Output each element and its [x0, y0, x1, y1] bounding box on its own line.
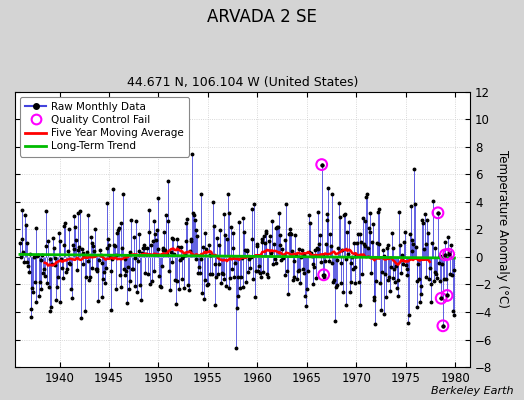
Point — [444, 251, 453, 257]
Y-axis label: Temperature Anomaly (°C): Temperature Anomaly (°C) — [496, 150, 509, 308]
Point — [434, 210, 442, 216]
Point — [439, 323, 447, 329]
Title: 44.671 N, 106.104 W (United States): 44.671 N, 106.104 W (United States) — [127, 76, 358, 89]
Point — [441, 252, 450, 258]
Point — [318, 161, 326, 168]
Legend: Raw Monthly Data, Quality Control Fail, Five Year Moving Average, Long-Term Tren: Raw Monthly Data, Quality Control Fail, … — [20, 97, 189, 156]
Text: Berkeley Earth: Berkeley Earth — [431, 386, 514, 396]
Text: ARVADA 2 SE: ARVADA 2 SE — [207, 8, 317, 26]
Point — [320, 272, 328, 278]
Point — [443, 292, 451, 299]
Point — [437, 295, 445, 302]
